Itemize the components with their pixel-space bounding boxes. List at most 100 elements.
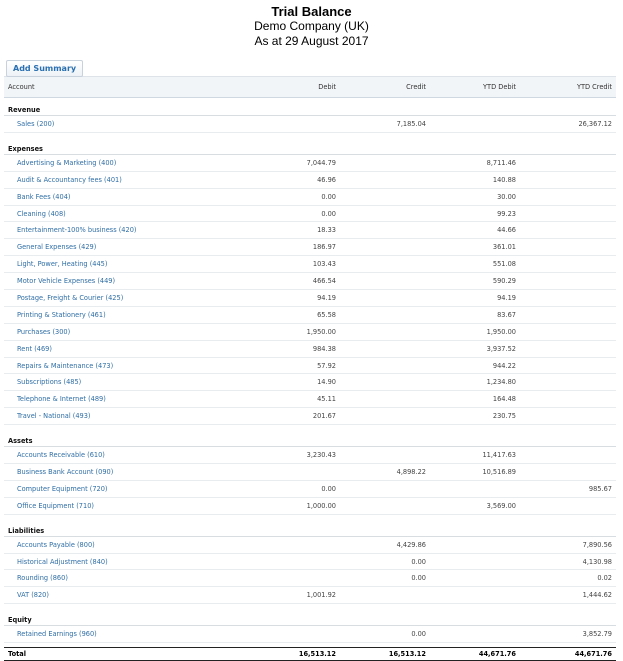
credit-value: 7,185.04 bbox=[340, 115, 430, 133]
column-header-ytd-debit: YTD Debit bbox=[430, 76, 520, 98]
table-row: Audit & Accountancy fees (401) 46.96 140.8… bbox=[4, 171, 616, 189]
table-row: Rent (469) 984.38 3,937.52 bbox=[4, 340, 616, 358]
account-link[interactable]: Cleaning (408) bbox=[4, 205, 244, 223]
section-title: Expenses bbox=[4, 136, 616, 155]
credit-value: 0.00 bbox=[340, 569, 430, 588]
ytd-credit-value bbox=[520, 323, 616, 341]
section-title: Revenue bbox=[4, 97, 616, 116]
table-row: General Expenses (429) 186.97 361.01 bbox=[4, 238, 616, 257]
debit-value bbox=[244, 115, 340, 133]
account-link[interactable]: Telephone & Internet (489) bbox=[4, 390, 244, 409]
section-header-assets: Assets bbox=[4, 429, 616, 448]
credit-value bbox=[340, 373, 430, 392]
account-link[interactable]: Printing & Stationery (461) bbox=[4, 306, 244, 324]
ytd-debit-value: 230.75 bbox=[430, 407, 520, 426]
table-row: Entertainment-100% business (420) 18.33 44… bbox=[4, 221, 616, 240]
table-row: Office Equipment (710) 1,000.00 3,569.00 bbox=[4, 497, 616, 515]
debit-value: 65.58 bbox=[244, 306, 340, 324]
section-header-revenue: Revenue bbox=[4, 97, 616, 116]
table-row: Retained Earnings (960) 0.00 3,852.79 bbox=[4, 625, 616, 644]
account-link[interactable]: Rounding (860) bbox=[4, 569, 244, 588]
account-link[interactable]: Travel - National (493) bbox=[4, 407, 244, 426]
ytd-debit-value: 164.48 bbox=[430, 390, 520, 409]
account-link[interactable]: Office Equipment (710) bbox=[4, 497, 244, 515]
section-title: Liabilities bbox=[4, 518, 616, 537]
ytd-debit-value: 3,937.52 bbox=[430, 340, 520, 358]
ytd-credit-value bbox=[520, 390, 616, 409]
debit-value: 7,044.79 bbox=[244, 154, 340, 172]
ytd-credit-value bbox=[520, 446, 616, 465]
account-link[interactable]: Rent (469) bbox=[4, 340, 244, 358]
table-row: Historical Adjustment (840) 0.00 4,130.98 bbox=[4, 553, 616, 571]
toolbar: Add Summary bbox=[0, 49, 623, 77]
credit-value bbox=[340, 446, 430, 465]
ytd-credit-value bbox=[520, 373, 616, 392]
column-header-credit: Credit bbox=[340, 76, 430, 98]
account-link[interactable]: Retained Earnings (960) bbox=[4, 625, 244, 644]
account-link[interactable]: Postage, Freight & Courier (425) bbox=[4, 289, 244, 307]
table-row: Business Bank Account (090) 4,898.22 10,51… bbox=[4, 463, 616, 481]
table-row: Cleaning (408) 0.00 99.23 bbox=[4, 205, 616, 223]
ytd-credit-value: 26,367.12 bbox=[520, 115, 616, 133]
account-link[interactable]: Audit & Accountancy fees (401) bbox=[4, 171, 244, 189]
credit-value bbox=[340, 357, 430, 375]
ytd-credit-value bbox=[520, 272, 616, 291]
debit-value: 3,230.43 bbox=[244, 446, 340, 465]
credit-value bbox=[340, 306, 430, 324]
account-link[interactable]: Entertainment-100% business (420) bbox=[4, 221, 244, 240]
debit-value: 46.96 bbox=[244, 171, 340, 189]
add-summary-button[interactable]: Add Summary bbox=[6, 60, 84, 77]
account-link[interactable]: Light, Power, Heating (445) bbox=[4, 255, 244, 274]
total-ytd-debit: 44,671.76 bbox=[430, 647, 520, 661]
ytd-credit-value: 4,130.98 bbox=[520, 553, 616, 571]
credit-value bbox=[340, 289, 430, 307]
table-row: Rounding (860) 0.00 0.02 bbox=[4, 569, 616, 588]
account-link[interactable]: Repairs & Maintenance (473) bbox=[4, 357, 244, 375]
account-link[interactable]: General Expenses (429) bbox=[4, 238, 244, 257]
account-link[interactable]: Business Bank Account (090) bbox=[4, 463, 244, 481]
account-link[interactable]: Motor Vehicle Expenses (449) bbox=[4, 272, 244, 291]
account-link[interactable]: Subscriptions (485) bbox=[4, 373, 244, 392]
account-link[interactable]: Computer Equipment (720) bbox=[4, 480, 244, 498]
ytd-credit-value bbox=[520, 357, 616, 375]
table-row: Sales (200) 7,185.04 26,367.12 bbox=[4, 115, 616, 133]
section-header-liabilities: Liabilities bbox=[4, 518, 616, 537]
debit-value: 57.92 bbox=[244, 357, 340, 375]
table-row: Postage, Freight & Courier (425) 94.19 94.… bbox=[4, 289, 616, 307]
account-link[interactable]: VAT (820) bbox=[4, 586, 244, 605]
credit-value bbox=[340, 586, 430, 605]
ytd-debit-value bbox=[430, 553, 520, 571]
ytd-debit-value bbox=[430, 536, 520, 554]
account-link[interactable]: Accounts Receivable (610) bbox=[4, 446, 244, 465]
ytd-credit-value bbox=[520, 463, 616, 481]
trial-balance-table: Account Debit Credit YTD Debit YTD Credi… bbox=[4, 76, 616, 661]
account-link[interactable]: Sales (200) bbox=[4, 115, 244, 133]
section-header-expenses: Expenses bbox=[4, 136, 616, 155]
ytd-debit-value: 3,569.00 bbox=[430, 497, 520, 515]
debit-value: 201.67 bbox=[244, 407, 340, 426]
table-row: Travel - National (493) 201.67 230.75 bbox=[4, 407, 616, 426]
total-label: Total bbox=[4, 647, 244, 661]
account-link[interactable]: Bank Fees (404) bbox=[4, 188, 244, 206]
credit-value bbox=[340, 205, 430, 223]
account-link[interactable]: Accounts Payable (800) bbox=[4, 536, 244, 554]
debit-value: 0.00 bbox=[244, 480, 340, 498]
debit-value: 14.90 bbox=[244, 373, 340, 392]
credit-value: 4,429.86 bbox=[340, 536, 430, 554]
ytd-credit-value bbox=[520, 171, 616, 189]
debit-value: 0.00 bbox=[244, 188, 340, 206]
ytd-debit-value: 30.00 bbox=[430, 188, 520, 206]
credit-value: 0.00 bbox=[340, 625, 430, 644]
debit-value bbox=[244, 553, 340, 571]
account-link[interactable]: Advertising & Marketing (400) bbox=[4, 154, 244, 172]
table-row: Purchases (300) 1,950.00 1,950.00 bbox=[4, 323, 616, 341]
account-link[interactable]: Purchases (300) bbox=[4, 323, 244, 341]
ytd-debit-value: 10,516.89 bbox=[430, 463, 520, 481]
credit-value bbox=[340, 497, 430, 515]
ytd-credit-value bbox=[520, 205, 616, 223]
ytd-debit-value bbox=[430, 625, 520, 644]
table-row: Advertising & Marketing (400) 7,044.79 8,7… bbox=[4, 154, 616, 172]
account-link[interactable]: Historical Adjustment (840) bbox=[4, 553, 244, 571]
ytd-credit-value bbox=[520, 289, 616, 307]
column-header-ytd-credit: YTD Credit bbox=[520, 76, 616, 98]
